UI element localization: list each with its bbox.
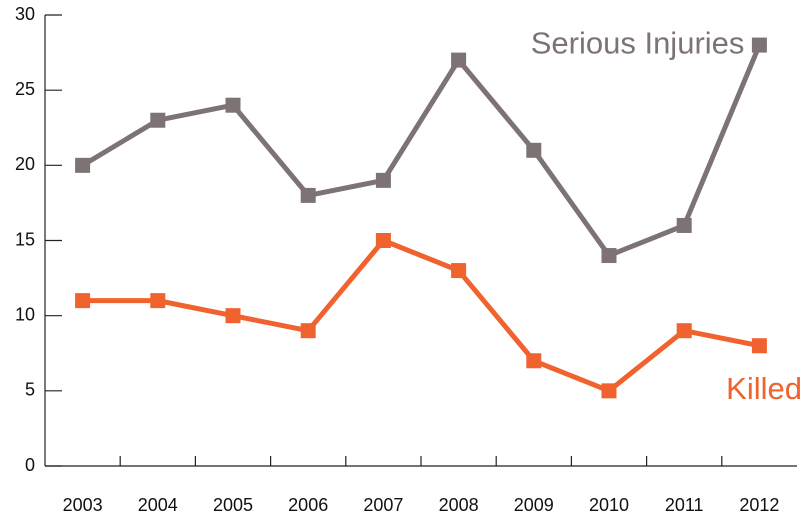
marker: [300, 187, 316, 203]
marker: [676, 323, 692, 339]
y-tick-label: 10: [15, 304, 35, 324]
marker: [451, 52, 467, 68]
y-tick-label: 0: [25, 455, 35, 475]
marker: [375, 172, 391, 188]
x-tick-label: 2007: [363, 495, 403, 515]
series-label: Killed: [726, 371, 802, 406]
x-tick-label: 2005: [213, 495, 253, 515]
marker: [375, 233, 391, 248]
x-tick-label: 2006: [288, 495, 328, 515]
marker: [225, 97, 241, 113]
marker: [601, 248, 617, 264]
x-tick-label: 2010: [589, 495, 629, 515]
marker: [150, 293, 166, 309]
y-tick-label: 15: [15, 229, 35, 249]
marker: [601, 383, 617, 399]
marker: [300, 323, 316, 339]
marker: [150, 112, 166, 128]
marker: [751, 338, 767, 354]
y-tick-label: 20: [15, 154, 35, 174]
series-label: Serious Injuries: [531, 25, 745, 60]
marker: [526, 353, 542, 369]
marker: [75, 293, 91, 309]
x-tick-label: 2008: [439, 495, 479, 515]
x-tick-label: 2011: [665, 495, 704, 515]
x-tick-label: 2004: [138, 495, 178, 515]
marker: [75, 157, 91, 173]
marker: [451, 263, 467, 279]
y-tick-label: 5: [25, 380, 35, 400]
x-tick-label: 2012: [739, 495, 779, 515]
series-line: [81, 44, 762, 259]
marker: [676, 217, 692, 233]
marker: [526, 142, 542, 158]
marker: [225, 308, 241, 324]
x-tick-label: 2009: [514, 495, 554, 515]
x-tick-label: 2003: [63, 495, 103, 515]
series-line: [82, 238, 760, 394]
y-tick-label: 30: [15, 4, 35, 24]
y-tick-label: 25: [15, 79, 35, 99]
marker: [751, 37, 767, 53]
